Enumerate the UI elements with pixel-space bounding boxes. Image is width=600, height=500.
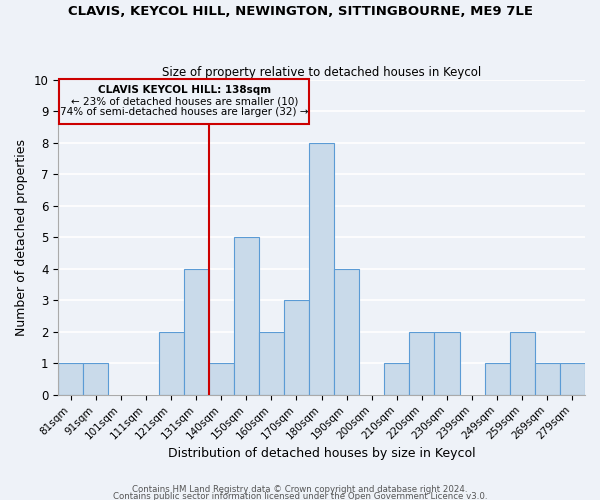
FancyBboxPatch shape <box>59 79 309 124</box>
Text: Contains HM Land Registry data © Crown copyright and database right 2024.: Contains HM Land Registry data © Crown c… <box>132 486 468 494</box>
Bar <box>234 238 259 395</box>
Bar <box>158 332 184 395</box>
Bar <box>209 364 234 395</box>
Bar <box>485 364 510 395</box>
Bar <box>284 300 309 395</box>
Bar <box>510 332 535 395</box>
Text: CLAVIS, KEYCOL HILL, NEWINGTON, SITTINGBOURNE, ME9 7LE: CLAVIS, KEYCOL HILL, NEWINGTON, SITTINGB… <box>67 5 533 18</box>
Bar <box>535 364 560 395</box>
Bar <box>560 364 585 395</box>
Y-axis label: Number of detached properties: Number of detached properties <box>15 139 28 336</box>
Text: CLAVIS KEYCOL HILL: 138sqm: CLAVIS KEYCOL HILL: 138sqm <box>98 86 271 96</box>
Bar <box>384 364 409 395</box>
Bar <box>334 269 359 395</box>
Bar <box>259 332 284 395</box>
Text: Contains public sector information licensed under the Open Government Licence v3: Contains public sector information licen… <box>113 492 487 500</box>
Text: ← 23% of detached houses are smaller (10): ← 23% of detached houses are smaller (10… <box>71 96 298 106</box>
Bar <box>184 269 209 395</box>
Bar <box>309 142 334 395</box>
Title: Size of property relative to detached houses in Keycol: Size of property relative to detached ho… <box>162 66 481 78</box>
Bar <box>83 364 109 395</box>
Text: 74% of semi-detached houses are larger (32) →: 74% of semi-detached houses are larger (… <box>60 108 308 118</box>
X-axis label: Distribution of detached houses by size in Keycol: Distribution of detached houses by size … <box>168 447 475 460</box>
Bar <box>434 332 460 395</box>
Bar <box>409 332 434 395</box>
Bar <box>58 364 83 395</box>
